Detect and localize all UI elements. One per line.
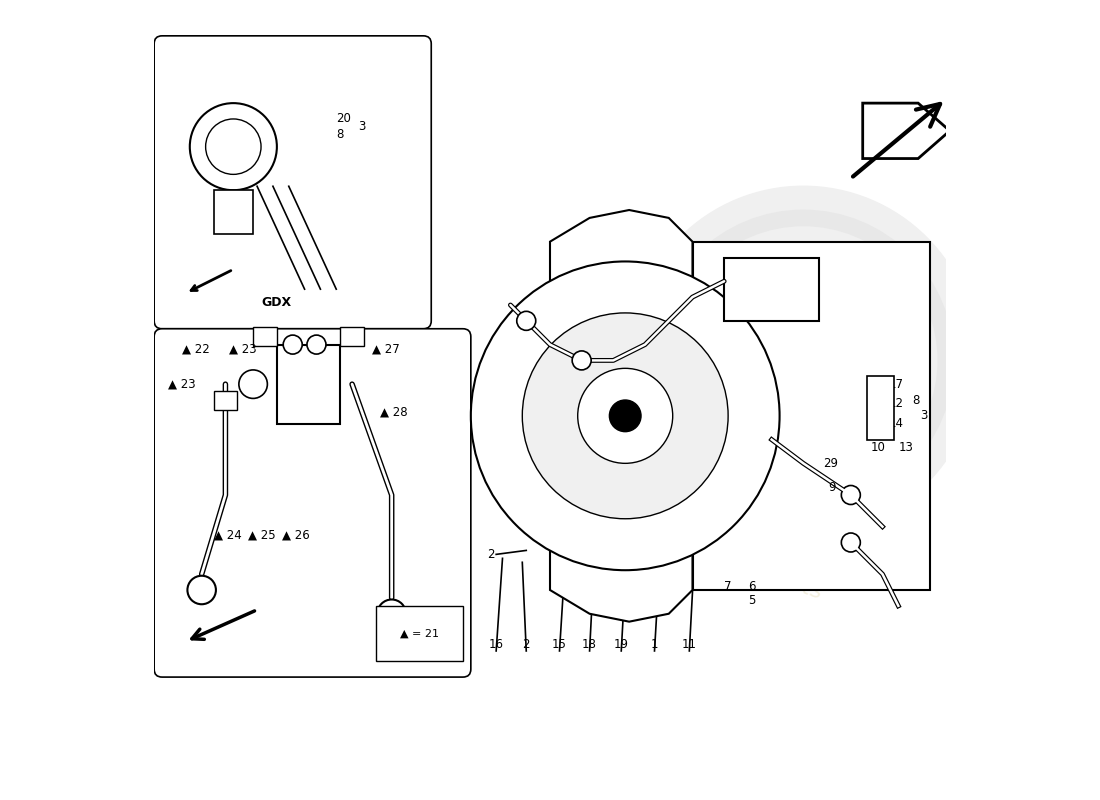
Text: ▲ = 21: ▲ = 21 [400, 629, 439, 638]
Circle shape [517, 311, 536, 330]
Bar [253, 327, 277, 346]
Text: ▲ 23: ▲ 23 [230, 342, 257, 355]
Text: 4: 4 [713, 362, 721, 375]
Text: 16: 16 [488, 638, 504, 651]
Circle shape [842, 533, 860, 552]
Circle shape [550, 242, 899, 590]
Text: 6: 6 [736, 362, 744, 375]
Text: 8: 8 [337, 128, 343, 142]
Circle shape [187, 576, 216, 604]
Text: 1: 1 [651, 638, 658, 651]
Text: 12: 12 [889, 398, 904, 410]
Text: a passion for parts: a passion for parts [623, 514, 825, 603]
Text: ▲ 22: ▲ 22 [182, 342, 210, 355]
Bar [340, 327, 364, 346]
FancyBboxPatch shape [154, 36, 431, 329]
Text: 18: 18 [582, 638, 597, 651]
Text: 13: 13 [899, 441, 913, 454]
Polygon shape [550, 210, 693, 622]
Circle shape [471, 262, 780, 570]
Text: ▲ 28: ▲ 28 [379, 406, 407, 418]
Text: ▲ 27: ▲ 27 [372, 342, 399, 355]
Circle shape [377, 599, 406, 628]
Circle shape [522, 313, 728, 518]
Text: 2: 2 [522, 638, 530, 651]
Text: 7: 7 [724, 581, 732, 594]
FancyBboxPatch shape [154, 329, 471, 677]
Circle shape [572, 351, 591, 370]
Circle shape [676, 368, 772, 463]
FancyBboxPatch shape [376, 606, 463, 662]
Text: 7: 7 [727, 378, 735, 390]
Text: 3: 3 [359, 120, 366, 134]
Bar [277, 345, 340, 424]
Circle shape [206, 119, 261, 174]
Text: a passion for parts: a passion for parts [411, 401, 689, 526]
Text: 6: 6 [748, 581, 756, 594]
Bar [213, 390, 238, 410]
Text: 20: 20 [337, 113, 351, 126]
Text: 19: 19 [614, 638, 629, 651]
Text: ▲ 24: ▲ 24 [213, 528, 241, 541]
Text: ▲ 26: ▲ 26 [283, 528, 310, 541]
Text: 11: 11 [682, 638, 696, 651]
Circle shape [307, 335, 326, 354]
Circle shape [842, 486, 860, 505]
Polygon shape [862, 103, 949, 158]
Circle shape [629, 186, 978, 534]
Circle shape [578, 368, 673, 463]
Polygon shape [693, 242, 930, 590]
Bar [213, 190, 253, 234]
Text: ▲ 23: ▲ 23 [168, 378, 196, 390]
Circle shape [609, 400, 641, 432]
Text: 8: 8 [913, 394, 920, 406]
Circle shape [239, 370, 267, 398]
Text: 15: 15 [552, 638, 567, 651]
Circle shape [283, 335, 302, 354]
Text: 2: 2 [487, 548, 495, 561]
Text: 3: 3 [921, 410, 928, 422]
Text: 9: 9 [828, 481, 836, 494]
Bar [867, 376, 894, 439]
Circle shape [629, 321, 820, 511]
Text: ▲ 25: ▲ 25 [248, 528, 275, 541]
Text: GDX: GDX [262, 296, 292, 309]
Text: 14: 14 [889, 418, 904, 430]
Circle shape [190, 103, 277, 190]
Text: 17: 17 [889, 378, 904, 390]
Text: 29: 29 [823, 457, 838, 470]
Bar [724, 258, 820, 321]
Text: 10: 10 [870, 441, 886, 454]
Text: 5: 5 [748, 594, 756, 607]
